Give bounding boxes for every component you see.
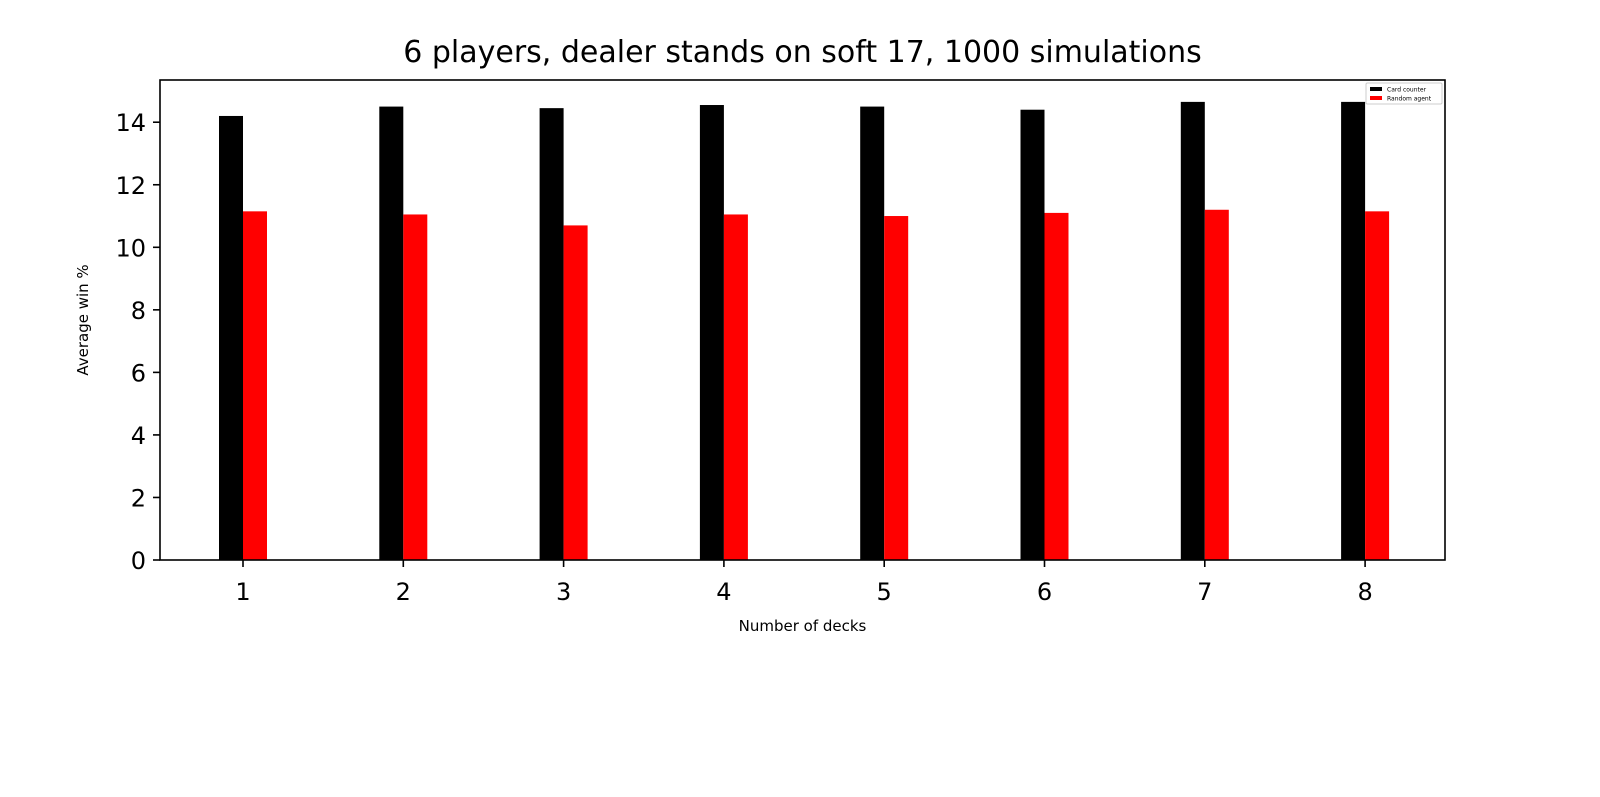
bar-random-agent-6: [1044, 212, 1069, 560]
legend-swatch: [1370, 87, 1382, 91]
bar-card-counter-6: [1020, 109, 1045, 560]
x-tick-label: 8: [1357, 578, 1372, 606]
y-tick-label: 0: [131, 547, 146, 575]
chart-title: 6 players, dealer stands on soft 17, 100…: [403, 35, 1202, 70]
y-tick-label: 10: [115, 234, 146, 262]
bar-card-counter-3: [539, 108, 564, 561]
bar-card-counter-7: [1180, 101, 1205, 560]
bar-card-counter-1: [219, 115, 243, 561]
bar-card-counter-5: [860, 106, 885, 560]
bar-random-agent-5: [884, 216, 909, 560]
x-tick-label: 7: [1197, 578, 1212, 606]
legend: Card counter Random agent: [1365, 82, 1443, 105]
bar-random-agent-7: [1204, 209, 1229, 561]
bar-random-agent-2: [403, 214, 428, 561]
x-tick-label: 2: [396, 578, 411, 606]
y-tick-label: 12: [115, 172, 146, 200]
bar-random-agent-1: [243, 211, 267, 560]
bars-group: [219, 101, 1390, 561]
x-tick-label: 3: [556, 578, 571, 606]
y-tick-label: 14: [115, 109, 146, 137]
y-tick-label: 2: [131, 484, 146, 512]
x-tick-label: 1: [235, 578, 250, 606]
legend-label: Random agent: [1387, 96, 1432, 103]
legend-box: [1365, 82, 1443, 105]
x-tick-label: 5: [877, 578, 892, 606]
y-axis: 0 2 4 6 8 10 12 14: [115, 109, 160, 575]
legend-swatch: [1370, 96, 1382, 100]
y-tick-label: 4: [131, 422, 146, 450]
x-axis: 1 2 3 4 5 6 7 8: [235, 560, 1373, 606]
legend-label: Card counter: [1387, 87, 1427, 94]
x-tick-label: 4: [716, 578, 731, 606]
bar-card-counter-2: [379, 106, 404, 560]
bar-random-agent-4: [723, 214, 748, 561]
x-tick-label: 6: [1037, 578, 1052, 606]
x-axis-label: Number of decks: [739, 617, 867, 635]
bar-card-counter-8: [1341, 101, 1366, 560]
plot-frame: [159, 79, 1446, 561]
bar-card-counter-4: [699, 105, 724, 560]
bar-random-agent-8: [1365, 211, 1390, 560]
y-axis-label: Average win %: [74, 264, 92, 375]
y-tick-label: 6: [131, 359, 146, 387]
y-tick-label: 8: [131, 297, 146, 325]
bar-random-agent-3: [563, 225, 588, 560]
